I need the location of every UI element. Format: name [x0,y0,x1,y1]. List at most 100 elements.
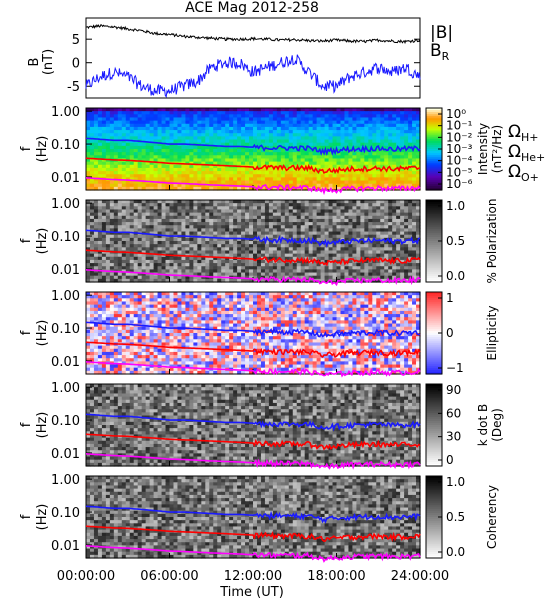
br-series [85,54,421,99]
colorbar-tick-label: 0.0 [446,545,465,559]
colorbar-tick-label: 10⁻⁶ [446,177,473,191]
kdotb-colorbar: 90 60 30 0 [425,383,461,467]
gyro-legend-he: ΩHe+ [508,142,545,164]
colorbar-tick-label: 0 [446,453,454,467]
freq-tick-label: 0.10 [51,506,80,521]
freq-tick-label: 0.10 [51,322,80,337]
gyro-line-o [85,269,421,287]
gyro-line-o [85,177,421,196]
polarization-colorbar-label: % Polarization [485,199,499,284]
freq-tick-label: 0.10 [51,230,80,245]
colorbar-tick-label: 10⁰ [446,107,466,121]
coherency-colorbar: 1.0 0.5 0.0 [425,475,465,559]
gyro-line-he [85,157,421,175]
gyro-line-h [85,137,421,156]
coherency-colorbar-label: Coherency [485,485,499,549]
gyro-legend: ΩH+ ΩHe+ ΩO+ [508,122,545,184]
time-axis-label: Time (UT) [219,585,284,600]
bfield-ylabel: B [27,58,42,67]
gyro-line-h [85,413,421,432]
colorbar-tick-label: 10⁻² [446,130,473,144]
freq-yunit: (Hz) [35,136,50,163]
freq-yunit: (Hz) [35,320,50,347]
gyro-line-he [85,525,421,543]
gyro-line-h [85,229,421,248]
freq-ylabel: f [19,514,34,519]
freq-tick-label: 1.00 [51,289,80,304]
colorbar-tick-label: 90 [446,383,461,397]
gyro-line-he [85,433,421,451]
gyro-legend-he-symbol: Ω [508,142,521,162]
intensity-colorbar-unit: (nT²/Hz) [490,125,504,173]
bmag-series [86,23,421,45]
spectral-panel-ellipticity: 1.00 0.10 0.01 f (Hz) 1 0 −1 Ellipticity [19,289,499,378]
colorbar-tick-label: 10⁻⁴ [446,154,473,168]
legend-b-radial-label: B [430,41,442,61]
time-tick-label: 18:00:00 [307,569,365,584]
time-tick-label: 00:00:00 [57,569,115,584]
figure-title: ACE Mag 2012-258 [185,0,319,16]
freq-tick-label: 1.00 [51,381,80,396]
colorbar-tick-label: 10⁻³ [446,142,473,156]
freq-tick-label: 0.01 [51,171,80,186]
freq-yunit: (Hz) [35,504,50,531]
freq-tick-label: 1.00 [51,197,80,212]
colorbar-tick-label: 0.0 [446,269,465,283]
colorbar-tick-label: 1.0 [446,475,465,489]
bfield-ytick-label: 5 [72,33,80,48]
freq-tick-label: 0.01 [51,355,80,370]
freq-yunit: (Hz) [35,412,50,439]
freq-tick-label: 0.01 [51,539,80,554]
bfield-ytick-label: -5 [67,80,80,95]
colorbar-tick-label: −1 [446,361,464,375]
colorbar-tick-label: 60 [446,406,461,420]
freq-tick-label: 1.00 [51,473,80,488]
colorbar-tick-label: 30 [446,430,461,444]
colorbar-tick-label: 10⁻⁵ [446,165,473,179]
gyro-line-he [85,249,421,267]
gyro-line-o [85,361,421,378]
kdotb-colorbar-unit: (Deg) [490,408,504,442]
spectral-panel-coherency: 1.00 0.10 0.01 f (Hz) 1.0 0.5 0.0 Coherency [19,473,499,563]
kdotb-colorbar-label: k dot B [476,404,490,446]
freq-tick-label: 1.00 [51,105,80,120]
freq-ylabel: f [19,238,34,243]
gyro-line-o [85,453,421,470]
time-tick-label: 12:00:00 [224,569,282,584]
time-tick-label: 06:00:00 [140,569,198,584]
gyro-line-h [85,321,421,339]
bfield-panel: 50-5 B (nT) |B| BR [27,17,453,99]
legend-b-radial: BR [430,41,450,63]
polarization-spectrogram [86,200,421,283]
time-tick-label: 24:00:00 [391,569,449,584]
freq-tick-label: 0.01 [51,447,80,462]
freq-yunit: (Hz) [35,228,50,255]
gyro-line-he [85,341,421,359]
gyro-legend-o-symbol: Ω [508,162,521,182]
bfield-yunit: (nT) [41,49,56,75]
colorbar-tick-label: 0.5 [446,510,465,524]
spectral-panel-intensity: 1.00 0.10 0.01 f (Hz) 10⁰10⁻¹10⁻²10⁻³10⁻⁴10⁻⁵… [19,105,504,196]
gyro-legend-h-sub: H+ [521,131,539,144]
kdotb-spectrogram [86,384,421,467]
freq-tick-label: 0.10 [51,138,80,153]
colorbar-tick-label: 0 [446,326,454,340]
gyro-legend-he-sub: He+ [521,151,545,164]
intensity-spectrogram [86,108,421,191]
freq-tick-label: 0.01 [51,263,80,278]
spectral-panel-kdotb: 1.00 0.10 0.01 f (Hz) 90 60 30 0 k dot B (Deg) [19,381,504,470]
colorbar-tick-label: 1 [446,291,454,305]
ellipticity-colorbar-label: Ellipticity [485,306,499,361]
gyro-line-o [85,545,421,563]
legend-b-magnitude: |B| [430,23,453,43]
gyro-line-h [85,505,421,524]
freq-tick-label: 0.10 [51,414,80,429]
freq-ylabel: f [19,330,34,335]
colorbar-tick-label: 10⁻¹ [446,119,473,133]
gyro-legend-h: ΩH+ [508,122,539,144]
spectral-panel-polarization: 1.00 0.10 0.01 f (Hz) 1.0 0.5 0.0 % Polarization [19,197,499,287]
freq-ylabel: f [19,146,34,151]
freq-ylabel: f [19,422,34,427]
